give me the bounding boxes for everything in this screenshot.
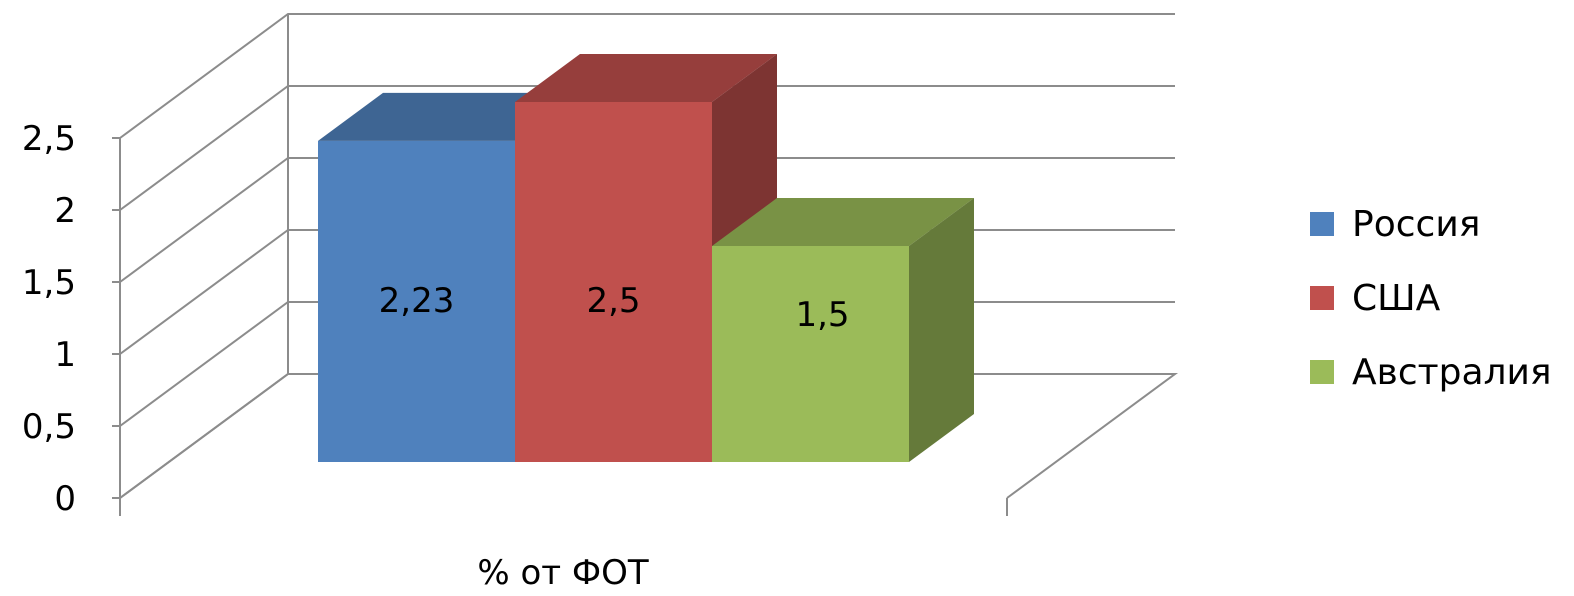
- bar-front-face: [318, 140, 515, 462]
- y-tick-label: 1,5: [22, 263, 76, 303]
- bar-Австралия: [712, 198, 974, 462]
- bar-top-face: [318, 92, 580, 141]
- legend-label: Россия: [1352, 204, 1480, 245]
- data-label: 2,5: [586, 281, 640, 321]
- data-label: 1,5: [795, 295, 849, 335]
- bar-top-face: [515, 54, 777, 102]
- legend: Россия США Австралия: [1310, 204, 1552, 393]
- bar-front-face: [712, 246, 909, 462]
- data-labels: 2,23 2,5 1,5: [379, 281, 850, 335]
- y-tick-label: 1: [54, 335, 76, 375]
- gridline: [119, 13, 1175, 139]
- legend-swatch: [1310, 212, 1334, 236]
- x-category-label: % от ФОТ: [477, 553, 649, 593]
- y-tick-label: 0: [54, 479, 76, 519]
- bar-front-face: [515, 102, 712, 462]
- gridline: [119, 157, 1175, 283]
- data-label: 2,23: [379, 281, 455, 321]
- bars: [318, 54, 974, 462]
- y-tick-label: 0,5: [22, 407, 76, 447]
- axes: 0 0,5 1 1,5 2 2,5 % от ФОТ: [22, 119, 1008, 593]
- gridline: [119, 85, 1175, 211]
- bar-side-face: [909, 198, 974, 462]
- y-tick-label: 2: [54, 191, 76, 231]
- legend-swatch: [1310, 360, 1334, 384]
- legend-label: США: [1352, 278, 1441, 319]
- y-tick-label: 2,5: [22, 119, 76, 159]
- gridlines: [119, 13, 1175, 499]
- legend-label: Австралия: [1352, 352, 1552, 393]
- bar-top-face: [712, 198, 974, 246]
- legend-swatch: [1310, 286, 1334, 310]
